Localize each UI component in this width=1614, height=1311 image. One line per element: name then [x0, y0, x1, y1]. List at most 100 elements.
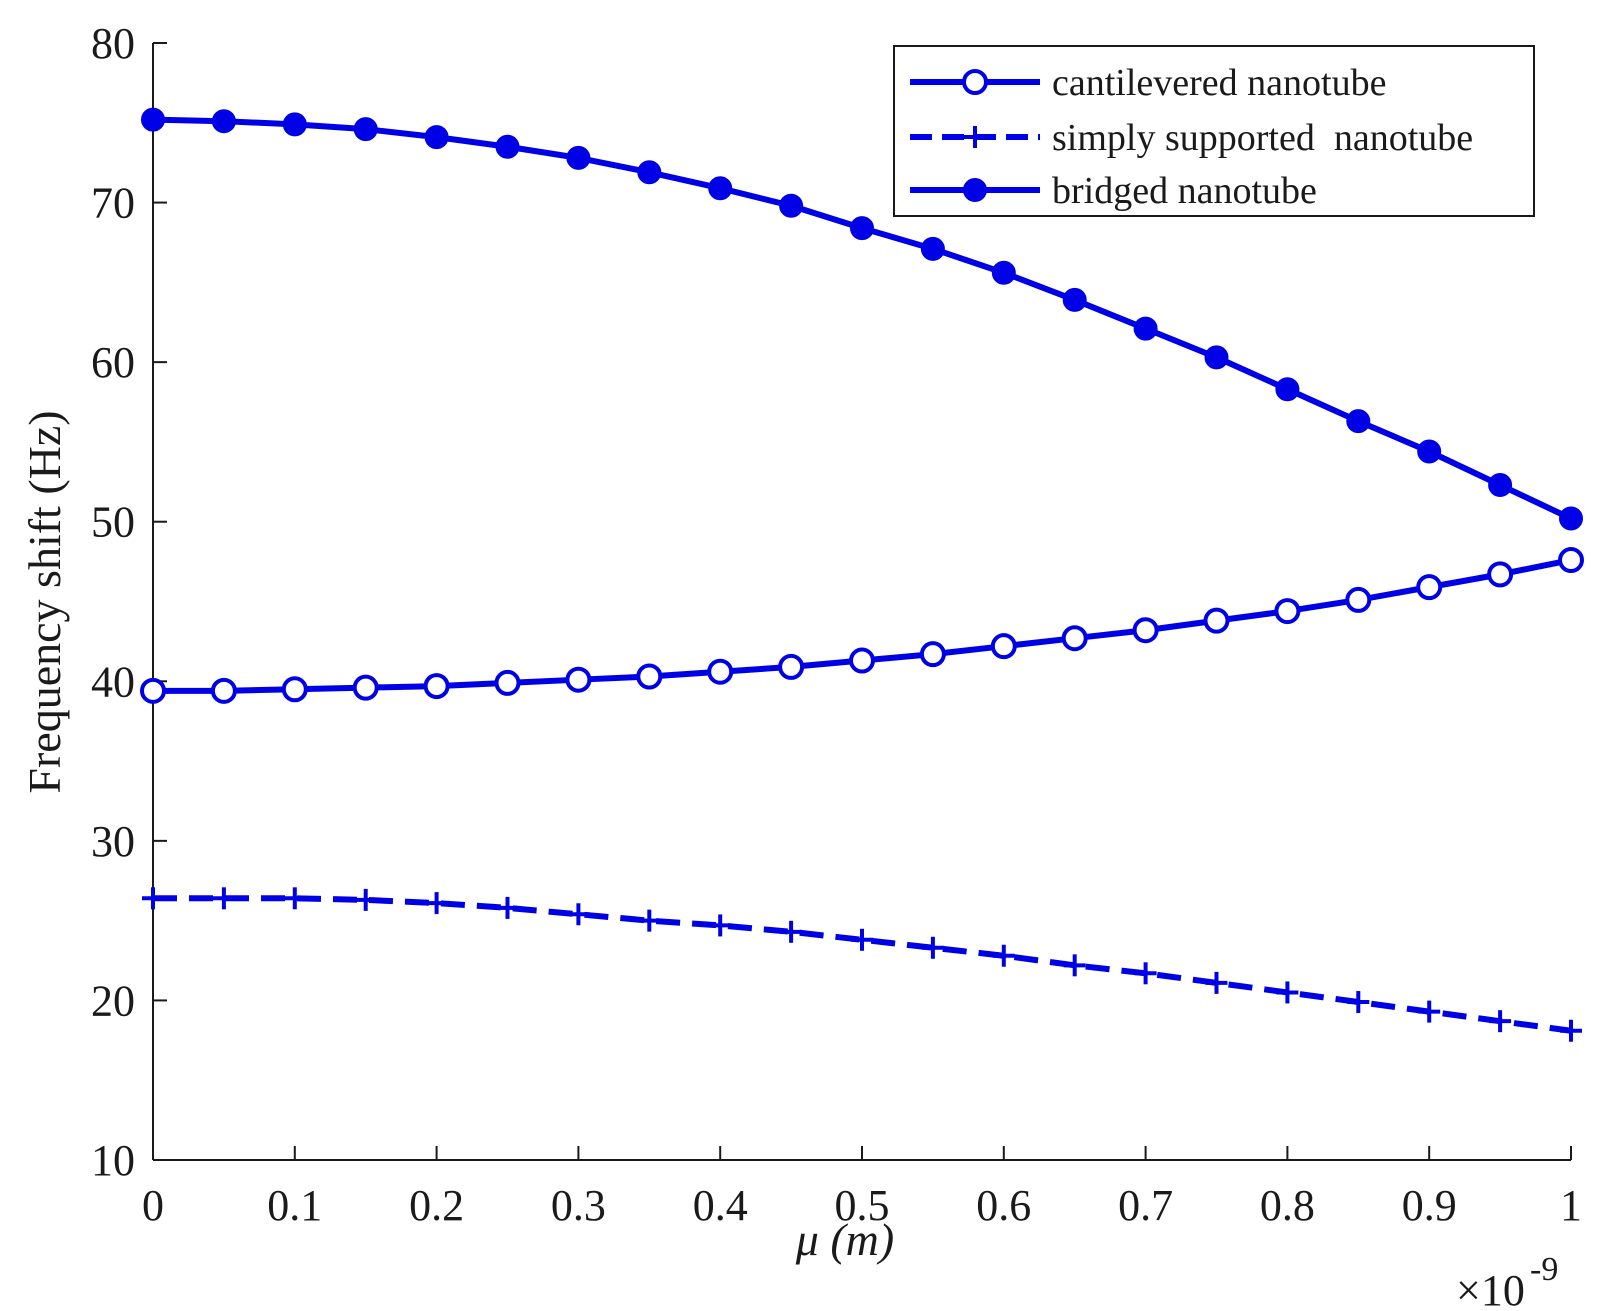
y-tick-label: 20	[91, 976, 135, 1025]
y-axis-label: Frequency shift (Hz)	[19, 410, 70, 793]
data-point	[1061, 625, 1088, 652]
data-point	[282, 112, 307, 137]
data-point	[1275, 377, 1300, 402]
data-point	[707, 658, 734, 685]
data-point	[1062, 287, 1087, 312]
legend: cantilevered nanotube simply supported na…	[893, 45, 1535, 217]
y-tick-label: 10	[91, 1136, 135, 1185]
data-point	[1417, 439, 1442, 464]
legend-marker	[963, 178, 987, 202]
data-point	[1416, 574, 1443, 601]
data-point	[1488, 473, 1513, 498]
x-multiplier-exponent: -9	[1530, 1251, 1558, 1288]
data-point	[991, 260, 1016, 285]
axes: 0 0.1 0.2 0.3 0.4 0.5 0.6 0.7 0.8 0.9 1 10 20 30 40 50 6…	[91, 19, 1582, 1230]
x-tick-label: 0.2	[409, 1181, 464, 1230]
data-point	[919, 641, 946, 668]
data-point	[281, 676, 308, 703]
series-layer	[140, 107, 1584, 1042]
x-multiplier: ×10 -9	[1456, 1251, 1558, 1311]
x-tick-label: 0.3	[551, 1181, 606, 1230]
data-point	[1346, 409, 1371, 434]
data-point	[920, 236, 945, 261]
data-point	[565, 666, 592, 693]
data-point	[637, 160, 662, 185]
data-point	[353, 117, 378, 142]
x-axis-label: μ (m)	[795, 1214, 894, 1265]
data-point	[566, 145, 591, 170]
data-point	[211, 109, 236, 134]
series-0	[140, 547, 1584, 704]
data-point	[1559, 506, 1583, 531]
data-point	[638, 909, 661, 932]
data-point	[352, 674, 379, 701]
x-tick-label: 0.8	[1260, 1181, 1315, 1230]
data-point	[992, 944, 1015, 967]
x-tick-label: 1	[1560, 1181, 1582, 1230]
legend-label: bridged nanotube	[1052, 170, 1317, 212]
data-point	[850, 216, 874, 241]
data-point	[567, 903, 590, 926]
data-point	[709, 914, 732, 937]
data-point	[1418, 1000, 1441, 1023]
data-point	[495, 134, 520, 159]
data-point	[1134, 962, 1157, 985]
y-tick-label: 30	[91, 817, 135, 866]
data-point	[496, 896, 519, 919]
data-point	[423, 673, 450, 700]
x-tick-label: 0.1	[267, 1181, 322, 1230]
legend-label: cantilevered nanotube	[1052, 62, 1386, 104]
legend-entry-2: bridged nanotube	[910, 170, 1317, 212]
y-tick-label: 40	[91, 657, 135, 706]
data-point	[1487, 561, 1514, 588]
data-point	[1274, 598, 1301, 625]
series-2	[141, 107, 1583, 531]
x-tick-label: 0.7	[1118, 1181, 1173, 1230]
data-point	[921, 936, 944, 959]
y-tick-label: 80	[91, 19, 135, 68]
data-point	[1558, 547, 1584, 574]
data-point	[851, 928, 873, 951]
data-point	[425, 892, 448, 915]
data-point	[1276, 981, 1299, 1004]
data-point	[1063, 954, 1086, 977]
y-tick-label: 70	[91, 179, 135, 228]
legend-entry-0: cantilevered nanotube	[910, 62, 1386, 104]
series-line	[153, 895, 1572, 1034]
x-tick-label: 0	[142, 1181, 164, 1230]
legend-entry-1: simply supported nanotube	[910, 117, 1473, 159]
data-point	[778, 653, 805, 680]
y-tick-label: 50	[91, 498, 135, 547]
data-point	[283, 887, 306, 910]
data-point	[1204, 345, 1229, 370]
data-point	[141, 107, 165, 132]
data-point	[1205, 971, 1228, 994]
data-point	[1132, 617, 1159, 644]
data-point	[779, 193, 804, 218]
data-point	[1489, 1010, 1512, 1033]
data-point	[1133, 316, 1158, 341]
x-tick-label: 0.5	[835, 1181, 890, 1230]
y-tick-label: 60	[91, 338, 135, 387]
data-point	[1560, 1019, 1582, 1042]
x-multiplier-base: ×10	[1456, 1266, 1525, 1311]
data-point	[1345, 586, 1372, 613]
data-point	[990, 633, 1017, 660]
data-point	[424, 125, 449, 150]
data-point	[494, 669, 521, 696]
data-point	[210, 677, 237, 704]
series-1	[142, 887, 1582, 1042]
data-point	[140, 677, 166, 704]
legend-label: simply supported nanotube	[1052, 117, 1473, 159]
data-point	[636, 663, 663, 690]
data-point	[1203, 607, 1230, 634]
x-tick-label: 0.9	[1402, 1181, 1457, 1230]
data-point	[780, 920, 803, 943]
legend-marker	[964, 126, 986, 148]
data-point	[708, 176, 733, 201]
legend-marker	[962, 69, 988, 95]
data-point	[849, 647, 875, 674]
x-tick-label: 0.6	[976, 1181, 1031, 1230]
data-point	[142, 887, 164, 910]
